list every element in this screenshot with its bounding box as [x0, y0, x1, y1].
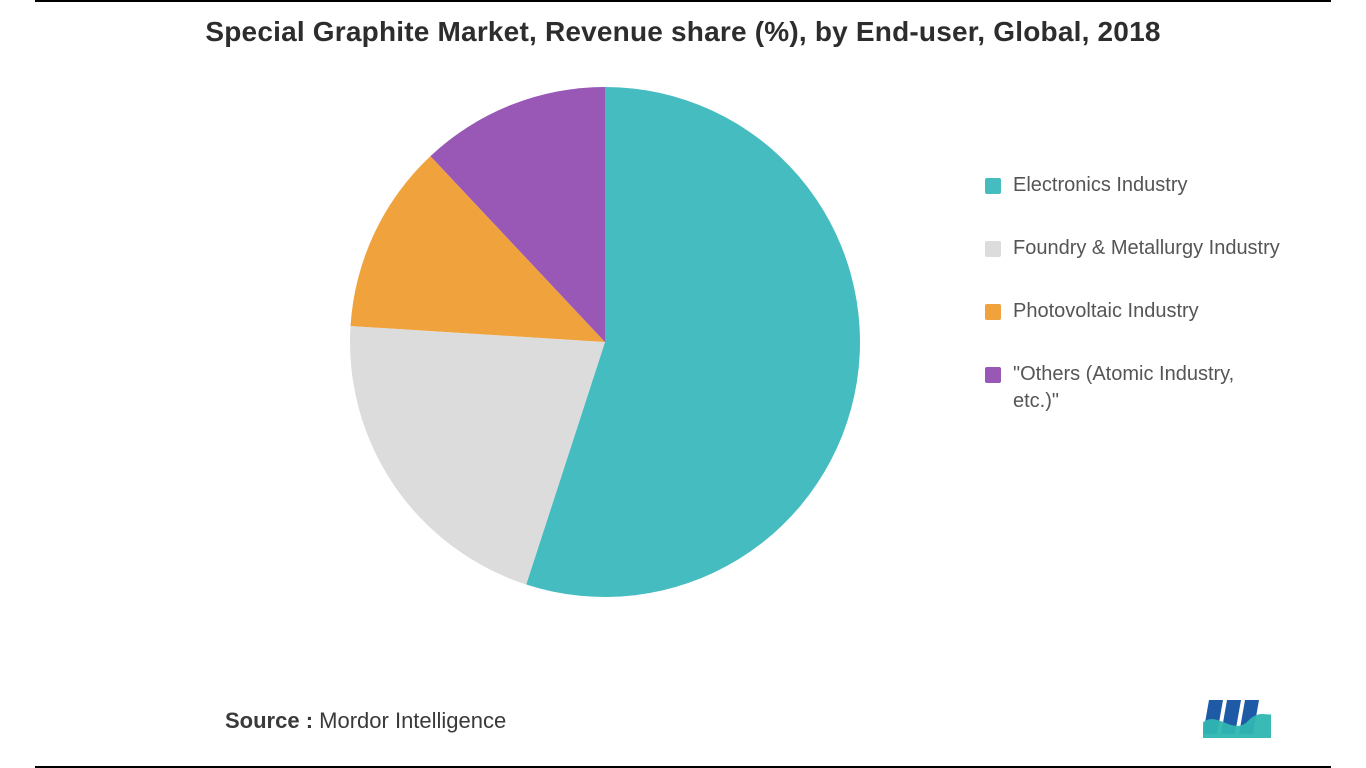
- legend-swatch: [985, 367, 1001, 383]
- legend-label: Photovoltaic Industry: [1013, 298, 1199, 325]
- source-label: Source :: [225, 708, 313, 733]
- legend-swatch: [985, 178, 1001, 194]
- legend-label: "Others (Atomic Industry, etc.)": [1013, 361, 1285, 415]
- legend-item: "Others (Atomic Industry, etc.)": [985, 361, 1285, 415]
- chart-title: Special Graphite Market, Revenue share (…: [35, 16, 1331, 48]
- legend-label: Electronics Industry: [1013, 172, 1188, 199]
- source-value: Mordor Intelligence: [319, 708, 506, 733]
- source-attribution: Source : Mordor Intelligence: [225, 708, 506, 734]
- legend-item: Photovoltaic Industry: [985, 298, 1285, 325]
- pie-chart: [345, 82, 865, 602]
- legend-swatch: [985, 241, 1001, 257]
- legend-item: Foundry & Metallurgy Industry: [985, 235, 1285, 262]
- brand-logo: [1203, 694, 1271, 738]
- legend-item: Electronics Industry: [985, 172, 1285, 199]
- legend-label: Foundry & Metallurgy Industry: [1013, 235, 1280, 262]
- legend: Electronics Industry Foundry & Metallurgy…: [985, 172, 1285, 451]
- legend-swatch: [985, 304, 1001, 320]
- chart-frame: Special Graphite Market, Revenue share (…: [35, 0, 1331, 768]
